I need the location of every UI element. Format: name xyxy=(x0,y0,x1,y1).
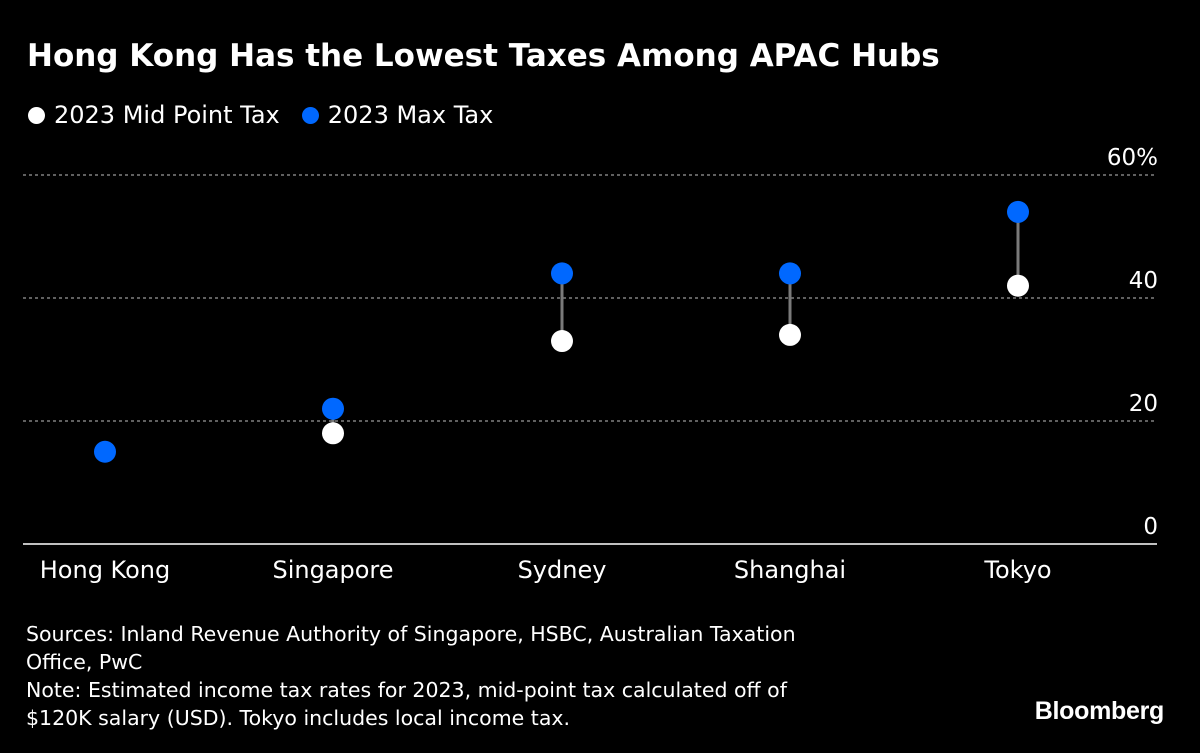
note-line-2: $120K salary (USD). Tokyo includes local… xyxy=(26,706,571,730)
mid-point-dot xyxy=(1007,274,1029,297)
mid-point-dot xyxy=(551,330,573,353)
x-tick-label: Hong Kong xyxy=(40,556,170,584)
chart-notes: Sources: Inland Revenue Authority of Sin… xyxy=(26,620,906,732)
mid-point-dot xyxy=(779,323,801,346)
sources-line-1: Sources: Inland Revenue Authority of Sin… xyxy=(26,622,796,646)
legend-item-mid-point: 2023 Mid Point Tax xyxy=(28,101,280,129)
x-tick-label: Singapore xyxy=(272,556,393,584)
note-line-1: Note: Estimated income tax rates for 202… xyxy=(26,678,787,702)
chart-title: Hong Kong Has the Lowest Taxes Among APA… xyxy=(27,38,940,74)
max-tax-dot xyxy=(779,262,801,285)
y-tick-label: 40 xyxy=(1129,268,1158,294)
x-tick-label: Shanghai xyxy=(734,556,846,584)
max-tax-dot xyxy=(551,262,573,285)
x-tick-label: Tokyo xyxy=(983,556,1051,584)
max-tax-dot xyxy=(1007,200,1029,223)
legend: 2023 Mid Point Tax 2023 Max Tax xyxy=(28,99,515,131)
mid-point-dot xyxy=(322,422,344,445)
legend-dot-max-tax xyxy=(301,106,319,124)
legend-label-max-tax: 2023 Max Tax xyxy=(327,101,494,129)
y-tick-label: 0 xyxy=(1143,514,1158,540)
bloomberg-logo: Bloomberg xyxy=(1034,697,1165,725)
sources-line-2: Office, PwC xyxy=(26,650,143,674)
x-tick-label: Sydney xyxy=(518,556,607,584)
legend-dot-mid-point xyxy=(28,106,45,124)
max-tax-dot xyxy=(322,397,344,420)
legend-item-max-tax: 2023 Max Tax xyxy=(301,101,494,129)
y-tick-label: 20 xyxy=(1129,391,1158,417)
y-tick-label: 60% xyxy=(1107,145,1158,171)
max-tax-dot xyxy=(94,440,116,463)
legend-label-mid-point: 2023 Mid Point Tax xyxy=(54,101,280,129)
dot-chart: 0 20 40 60% Hong Kong Singapore Sydney Shanghai… xyxy=(23,145,1158,584)
